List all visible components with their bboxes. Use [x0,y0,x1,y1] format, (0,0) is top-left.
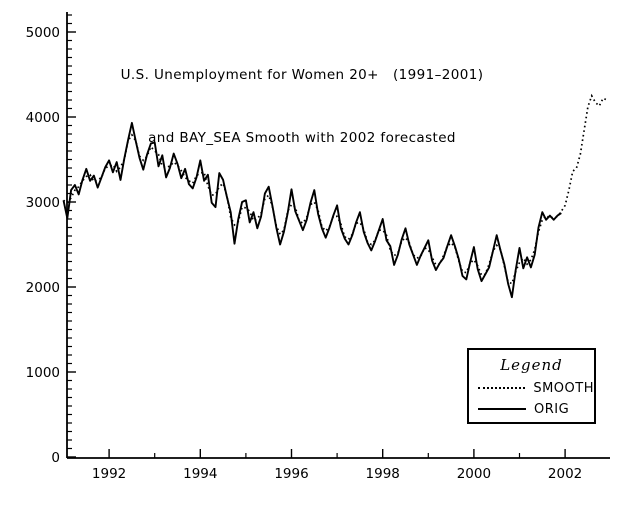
y-tick-label: 4000 [26,110,60,126]
y-tick-label: 2000 [26,280,60,296]
x-tick-label: 2000 [457,466,491,482]
legend-label-smooth: SMOOTH [533,380,594,396]
x-tick-label: 1998 [366,466,400,482]
y-tick-label: 5000 [26,25,60,41]
solid-line-icon [478,408,526,410]
x-tick-label: 1992 [92,466,126,482]
legend-title: Legend [500,356,563,374]
legend-box: Legend SMOOTH ORIG [467,348,596,424]
legend-item-smooth: SMOOTH [478,380,594,396]
dotted-line-icon [478,387,526,389]
x-tick-label: 1996 [274,466,308,482]
chart-title-line-2: and BAY_SEA Smooth with 2002 forecasted [148,130,456,146]
legend-item-orig: ORIG [478,401,594,417]
y-tick-label: 0 [51,450,60,466]
x-tick-label: 1994 [183,466,217,482]
x-tick-label: 2002 [548,466,582,482]
y-tick-label: 3000 [26,195,60,211]
legend-label-orig: ORIG [534,401,570,417]
chart-title-line-1: U.S. Unemployment for Women 20+ (1991–20… [120,67,484,83]
series-orig-line [62,121,562,299]
chart-title: U.S. Unemployment for Women 20+ (1991–20… [0,23,604,191]
y-tick-label: 1000 [26,365,60,381]
